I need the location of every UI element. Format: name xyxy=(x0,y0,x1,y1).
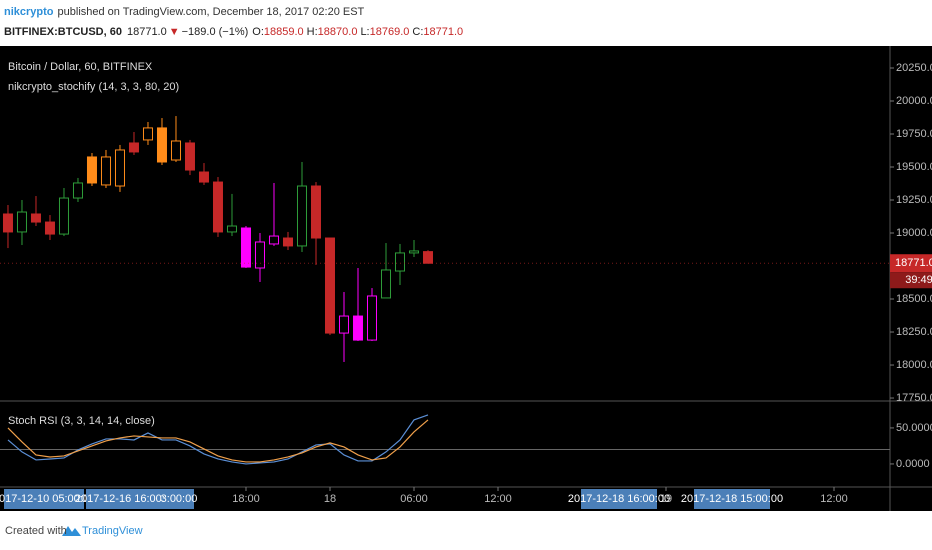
candle-body xyxy=(394,252,405,272)
ohlc-value: 18859.0 xyxy=(264,26,304,38)
ohlc-key: C: xyxy=(412,26,423,38)
crosshair-label-bg xyxy=(164,489,194,509)
candle-body xyxy=(156,127,167,163)
crosshair-label-bg xyxy=(4,489,84,509)
candle-body xyxy=(58,197,69,235)
candle-body xyxy=(44,221,55,235)
crosshair-label: 2017-12-10 05:00:00 xyxy=(0,493,95,505)
last-price-label: 18771.0 xyxy=(895,257,932,269)
candle-body xyxy=(2,213,13,233)
ohlc-value: 18771.0 xyxy=(423,26,463,38)
y-tick-label: 18250.0 xyxy=(896,326,932,338)
y-tick-label: 18500.0 xyxy=(896,293,932,305)
ohlc-key: H: xyxy=(307,26,318,38)
arrow: ▼ xyxy=(169,26,180,38)
y-tick-label: 20250.0 xyxy=(896,62,932,74)
symbol: BITFINEX:BTCUSD, 60 xyxy=(4,26,122,38)
candle-body xyxy=(30,213,41,223)
candle-body xyxy=(422,251,433,264)
x-tick-label: 18 xyxy=(324,493,336,505)
chart-bg xyxy=(0,46,932,511)
footer-created: Created with xyxy=(5,525,67,537)
x-tick-label: 06:00 xyxy=(400,493,428,505)
author[interactable]: nikcrypto xyxy=(4,6,54,18)
candle-body xyxy=(254,241,265,269)
candle-body xyxy=(212,181,223,233)
y-tick-label: 19250.0 xyxy=(896,194,932,206)
y-tick-label: 17750.0 xyxy=(896,392,932,404)
change: −189.0 (−1%) xyxy=(182,26,249,38)
candle-body xyxy=(114,149,125,187)
countdown: 39:49 xyxy=(905,274,932,286)
ohlc-key: O: xyxy=(252,26,264,38)
stoch-line xyxy=(7,419,429,463)
candle-body xyxy=(310,185,321,239)
stoch-title: Stoch RSI (3, 3, 14, 14, close) xyxy=(8,415,155,427)
footer-logo xyxy=(62,526,81,536)
footer-brand[interactable]: TradingView xyxy=(82,525,143,537)
candle-body xyxy=(296,185,307,247)
y-tick-label: 50.0000 xyxy=(896,422,932,434)
stoch-line xyxy=(7,414,429,465)
y-tick-label: 18000.0 xyxy=(896,359,932,371)
last: 18771.0 xyxy=(127,26,167,38)
crosshair-label: 3:00:00 xyxy=(161,493,198,505)
y-tick-label: 0.0000 xyxy=(896,458,930,470)
candle-body xyxy=(142,127,153,141)
candle-body xyxy=(324,237,335,334)
ohlc-value: 18769.0 xyxy=(370,26,410,38)
candle-body xyxy=(240,227,251,268)
y-tick-label: 20000.0 xyxy=(896,95,932,107)
candle-body xyxy=(128,142,139,153)
candle-body xyxy=(268,235,279,245)
crosshair-label-bg xyxy=(694,489,770,509)
candle-body xyxy=(338,315,349,334)
x-tick-label: 19 xyxy=(660,493,672,505)
candle-body xyxy=(100,156,111,186)
published: published on TradingView.com, December 1… xyxy=(58,6,365,18)
header-line: nikcrypto published on TradingView.com, D… xyxy=(4,6,365,18)
candle-body xyxy=(86,156,97,184)
x-tick-label: 18:00 xyxy=(232,493,260,505)
y-tick-label: 19000.0 xyxy=(896,227,932,239)
crosshair-label-bg xyxy=(581,489,657,509)
candle-body xyxy=(352,315,363,341)
ohlc-value: 18870.0 xyxy=(318,26,358,38)
crosshair-label: 2017-12-18 15:00:00 xyxy=(681,493,783,505)
candle-body xyxy=(184,142,195,171)
chart-title: Bitcoin / Dollar, 60, BITFINEX xyxy=(8,61,153,73)
indicator-title: nikcrypto_stochify (14, 3, 3, 80, 20) xyxy=(8,81,179,93)
candle-body xyxy=(198,171,209,183)
candle-body xyxy=(282,237,293,247)
candle-body xyxy=(380,269,391,299)
countdown-bg xyxy=(890,272,932,289)
x-tick-label: 12:00 xyxy=(820,493,848,505)
candle-body xyxy=(366,295,377,341)
candle-body xyxy=(170,140,181,161)
ohlc-key: L: xyxy=(360,26,369,38)
candle-body xyxy=(16,211,27,233)
symbol-line: BITFINEX:BTCUSD, 60 18771.0 ▼ −189.0 (−1%) O… xyxy=(4,26,463,38)
crosshair-label: 2017-12-16 16:00:00 xyxy=(75,493,177,505)
y-tick-label: 19500.0 xyxy=(896,161,932,173)
candle-body xyxy=(408,250,419,254)
x-tick-label: 12:00 xyxy=(484,493,512,505)
crosshair-label-bg xyxy=(86,489,166,509)
candle-body xyxy=(72,182,83,199)
candle-body xyxy=(226,225,237,233)
last-price-bg xyxy=(890,254,932,273)
crosshair-label: 2017-12-18 16:00:00 xyxy=(568,493,670,505)
y-tick-label: 19750.0 xyxy=(896,128,932,140)
